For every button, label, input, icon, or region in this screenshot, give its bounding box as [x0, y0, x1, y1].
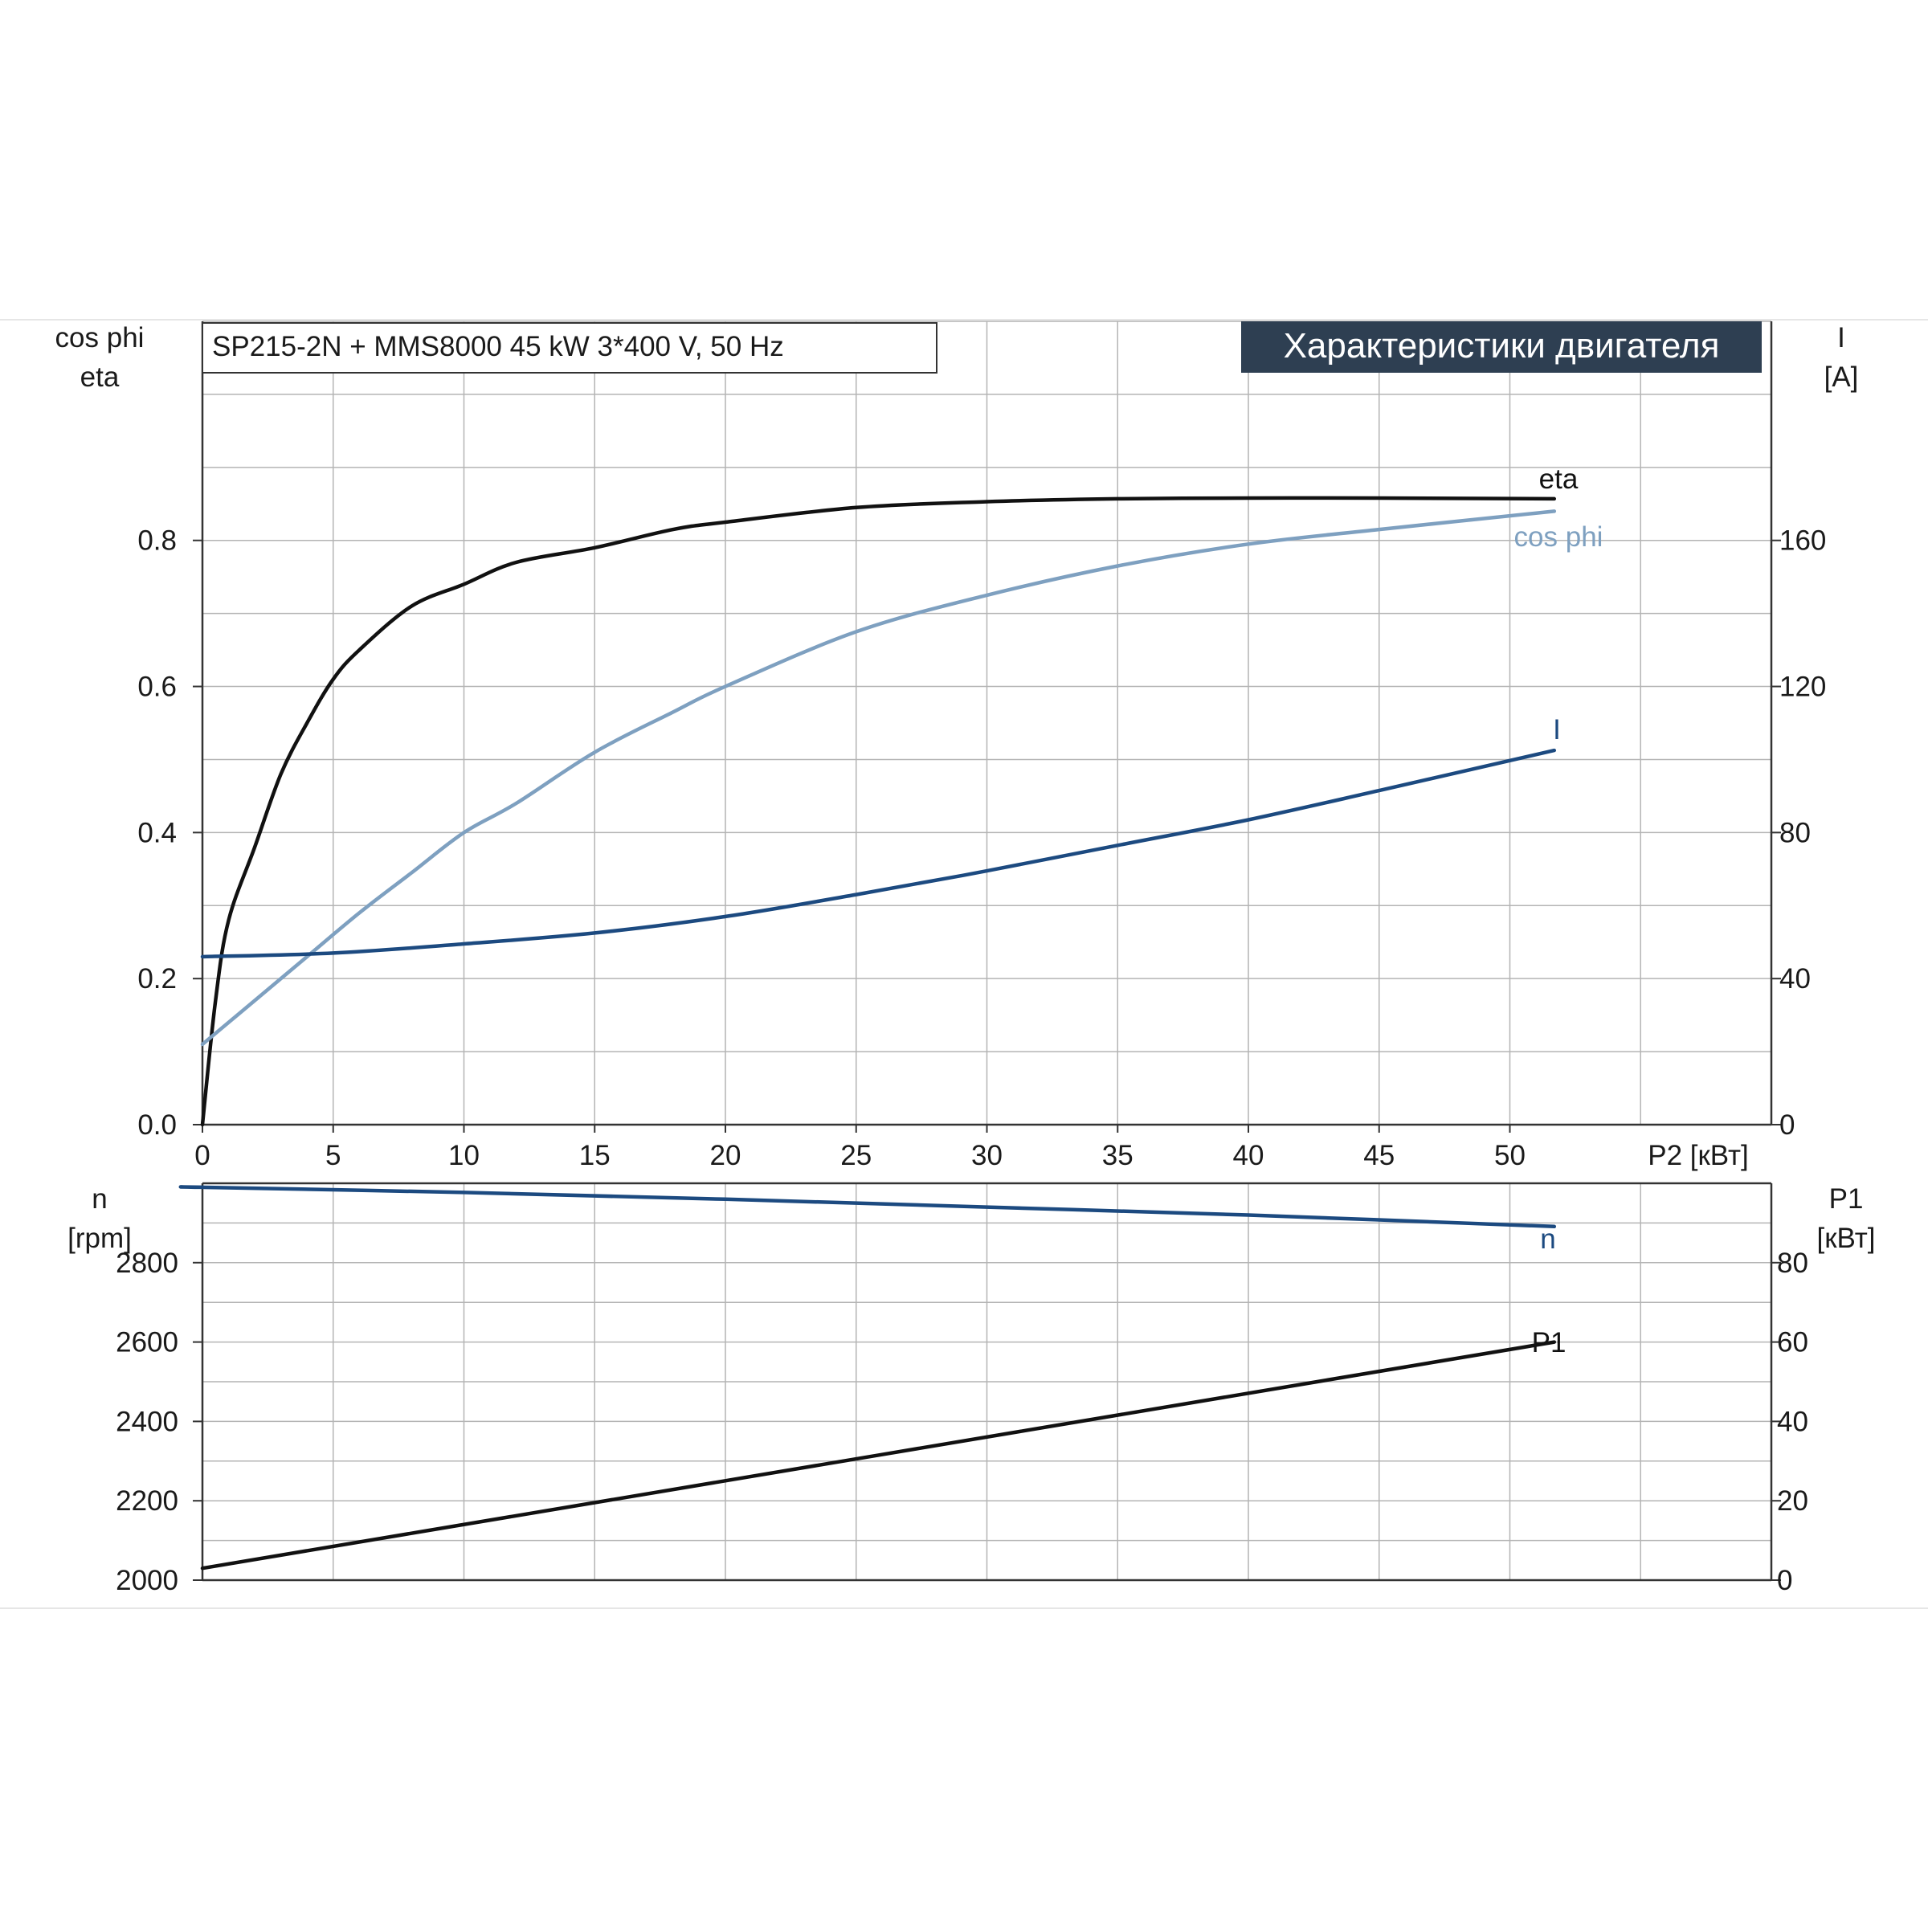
upper-series — [200, 496, 1557, 1127]
lower-left-tick-label: 2000 — [116, 1565, 178, 1596]
upper-left-tick-label: 0.6 — [137, 672, 177, 703]
upper-right-tick-label: 120 — [1779, 672, 1826, 703]
upper-left-axis-title-line1: cos phi — [55, 322, 145, 353]
current-curve — [200, 748, 1557, 959]
x-tick-label: 15 — [579, 1140, 611, 1171]
upper-right-tick-label: 160 — [1779, 525, 1826, 557]
upper-left-tick-label: 0.8 — [137, 525, 177, 557]
lower-right-tick-label: 60 — [1777, 1327, 1808, 1358]
upper-left-axis-title-line2: eta — [80, 361, 120, 393]
eta-curve — [200, 496, 1557, 1127]
p1-curve — [200, 1340, 1557, 1571]
upper-right-axis-title-line1: I — [1837, 322, 1845, 353]
lower-left-tick-label: 2200 — [116, 1485, 178, 1517]
upper-axes — [193, 321, 1781, 1133]
series-label-p1: P1 — [1532, 1327, 1566, 1358]
series-label-eta: eta — [1539, 464, 1579, 495]
lower-right-tick-label: 80 — [1777, 1248, 1808, 1279]
lower-grid — [202, 1182, 1772, 1581]
series-label-cos-phi: cos phi — [1514, 521, 1603, 553]
title-banner — [1241, 321, 1762, 373]
upper-left-tick-label: 0.4 — [137, 817, 177, 848]
upper-right-axis-title-line2: [A] — [1824, 361, 1859, 393]
x-tick-label: 10 — [448, 1140, 480, 1171]
lower-right-tick-label: 20 — [1777, 1485, 1808, 1517]
tick-labels: 0 5 10 15 20 25 30 35 40 45 50 0.0 0.2 0.4 0.6 0.8 0 40 80… — [116, 525, 1826, 1596]
lower-right-axis-title-line1: P1 — [1829, 1183, 1864, 1215]
x-tick-label: 20 — [710, 1140, 741, 1171]
series-label-current: I — [1553, 714, 1561, 745]
model-label-box — [202, 322, 937, 374]
lower-right-tick-label: 0 — [1777, 1565, 1792, 1596]
lower-axes — [193, 1182, 1781, 1582]
x-tick-label: 35 — [1102, 1140, 1134, 1171]
x-axis-title: P2 [кВт] — [1648, 1140, 1749, 1171]
model-label: SP215-2N + MMS8000 45 kW 3*400 V, 50 Hz — [212, 331, 784, 362]
lower-left-tick-label: 2800 — [116, 1248, 178, 1279]
lower-left-axis-title-line2: [rpm] — [67, 1223, 132, 1254]
series-label-speed: n — [1540, 1223, 1555, 1255]
lower-left-axis-title-line1: n — [92, 1183, 107, 1215]
title-banner-text: Характеристики двигателя — [1284, 326, 1720, 366]
x-tick-label: 50 — [1494, 1140, 1526, 1171]
lower-right-axis-title-line2: [кВт] — [1817, 1223, 1876, 1254]
upper-left-tick-label: 0.2 — [137, 963, 177, 995]
x-tick-label: 40 — [1233, 1140, 1264, 1171]
upper-right-tick-label: 0 — [1779, 1109, 1795, 1141]
lower-series — [178, 1185, 1557, 1571]
lower-left-tick-label: 2400 — [116, 1406, 178, 1437]
upper-right-tick-label: 80 — [1779, 817, 1811, 848]
upper-left-tick-label: 0.0 — [137, 1109, 177, 1141]
upper-grid — [202, 321, 1772, 1125]
cos-phi-curve — [200, 509, 1557, 1047]
lower-left-tick-label: 2600 — [116, 1327, 178, 1358]
x-tick-label: 0 — [194, 1140, 210, 1171]
x-tick-label: 5 — [325, 1140, 341, 1171]
lower-right-tick-label: 40 — [1777, 1406, 1808, 1437]
x-tick-label: 30 — [971, 1140, 1003, 1171]
speed-curve — [178, 1185, 1557, 1229]
upper-right-tick-label: 40 — [1779, 963, 1811, 995]
x-tick-label: 25 — [840, 1140, 872, 1171]
x-tick-label: 45 — [1363, 1140, 1395, 1171]
